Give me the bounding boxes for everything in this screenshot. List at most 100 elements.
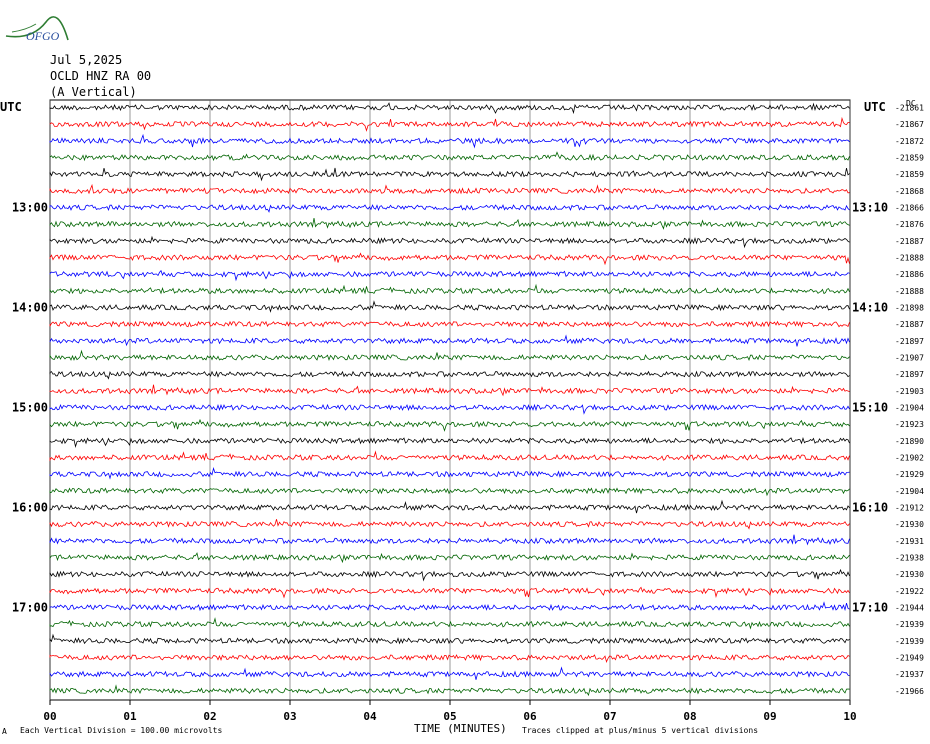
trace-5 xyxy=(49,167,850,182)
trace-12 xyxy=(49,283,850,295)
trace-35 xyxy=(49,666,850,680)
dc-offset-label: -21903 xyxy=(895,387,924,396)
dc-offset-label: -21904 xyxy=(895,487,924,496)
trace-17 xyxy=(49,370,850,380)
utc-right-label: UTC xyxy=(864,100,886,114)
trace-19 xyxy=(49,403,850,415)
dc-offset-label: -21897 xyxy=(895,337,924,346)
trace-24 xyxy=(49,487,850,497)
right-hour-label: 13:10 xyxy=(852,201,888,215)
station-code: OCLD HNZ RA 00 xyxy=(50,69,152,83)
component-label: (A Vertical) xyxy=(50,85,137,99)
trace-16 xyxy=(49,349,850,362)
x-tick-label: 01 xyxy=(123,710,137,723)
dc-offset-label: -21872 xyxy=(895,137,924,146)
trace-34 xyxy=(49,654,850,664)
trace-6 xyxy=(49,183,850,195)
trace-7 xyxy=(49,203,850,213)
x-tick-label: 00 xyxy=(43,710,56,723)
dc-offset-label: -21930 xyxy=(895,520,924,529)
right-hour-label: 16:10 xyxy=(852,501,888,515)
trace-31 xyxy=(49,601,850,612)
dc-offset-label: -21859 xyxy=(895,170,924,179)
trace-23 xyxy=(49,466,850,480)
dc-offset-label: -21966 xyxy=(895,687,924,696)
dc-offset-label: -21904 xyxy=(895,404,924,413)
dc-offset-label: -21939 xyxy=(895,620,924,629)
dc-offset-label: -21930 xyxy=(895,570,924,579)
trace-20 xyxy=(49,418,850,432)
left-hour-label: 13:00 xyxy=(12,201,48,215)
clip-note: Traces clipped at plus/minus 5 vertical … xyxy=(522,726,759,735)
trace-21 xyxy=(49,437,850,449)
right-hour-label: 14:10 xyxy=(852,301,888,315)
x-tick-label: 04 xyxy=(363,710,377,723)
x-tick-label: 03 xyxy=(283,710,296,723)
trace-3 xyxy=(49,133,850,149)
trace-26 xyxy=(49,519,850,530)
dc-offset-label: -21887 xyxy=(895,320,924,329)
trace-2 xyxy=(49,116,850,132)
x-tick-label: 10 xyxy=(843,710,856,723)
dc-offset-label: -21923 xyxy=(895,420,924,429)
dc-offset-label: -21861 xyxy=(895,104,924,113)
dc-offset-label: -21929 xyxy=(895,470,924,479)
x-tick-label: 05 xyxy=(443,710,456,723)
trace-36 xyxy=(49,684,850,697)
right-hour-label: 17:10 xyxy=(852,601,888,615)
dc-offset-label: -21859 xyxy=(895,154,924,163)
dc-offset-label: -21890 xyxy=(895,437,924,446)
trace-29 xyxy=(49,568,850,582)
utc-left-label: UTC xyxy=(0,100,22,114)
x-tick-label: 02 xyxy=(203,710,216,723)
trace-13 xyxy=(49,300,850,313)
scale-note: Each Vertical Division = 100.00 microvol… xyxy=(20,726,223,735)
trace-25 xyxy=(49,499,850,514)
dc-offset-label: -21949 xyxy=(895,654,924,663)
trace-11 xyxy=(49,269,850,282)
trace-32 xyxy=(49,617,850,630)
left-hour-label: 16:00 xyxy=(12,501,48,515)
dc-offset-label: -21912 xyxy=(895,504,924,513)
trace-15 xyxy=(49,334,850,347)
trace-28 xyxy=(49,552,850,564)
ofgo-logo: OFGO xyxy=(5,16,69,43)
dc-offset-label: -21898 xyxy=(895,304,924,313)
dc-offset-label: -21922 xyxy=(895,587,924,596)
dc-offset-label: -21868 xyxy=(895,187,924,196)
trace-4 xyxy=(49,151,850,162)
x-tick-label: 09 xyxy=(763,710,776,723)
dc-offset-label: -21887 xyxy=(895,237,924,246)
right-hour-label: 15:10 xyxy=(852,401,888,415)
trace-10 xyxy=(49,252,850,266)
trace-8 xyxy=(49,218,850,230)
left-hour-label: 15:00 xyxy=(12,401,48,415)
x-tick-label: 08 xyxy=(683,710,696,723)
dc-offset-label: -21886 xyxy=(895,270,924,279)
left-hour-label: 17:00 xyxy=(12,601,48,615)
trace-1 xyxy=(49,102,850,115)
dc-offset-label: -21931 xyxy=(895,537,924,546)
trace-14 xyxy=(49,320,850,328)
trace-18 xyxy=(49,384,850,397)
x-tick-label: 07 xyxy=(603,710,616,723)
trace-27 xyxy=(49,534,850,546)
dc-offset-label: -21937 xyxy=(895,670,924,679)
logo-text: OFGO xyxy=(26,29,60,43)
dc-offset-label: -21939 xyxy=(895,637,924,646)
dc-offset-label: -21888 xyxy=(895,254,924,263)
dc-offset-label: -21944 xyxy=(895,604,924,613)
x-axis-title: TIME (MINUTES) xyxy=(414,722,507,735)
dc-offset-label: -21907 xyxy=(895,354,924,363)
trace-9 xyxy=(49,235,850,249)
dc-offset-label: -21897 xyxy=(895,370,924,379)
trace-30 xyxy=(49,586,850,599)
dc-offset-label: -21938 xyxy=(895,554,924,563)
trace-22 xyxy=(49,450,850,462)
trace-33 xyxy=(49,633,850,645)
plot-date: Jul 5,2025 xyxy=(50,53,123,67)
corner-mark: A xyxy=(2,727,7,736)
dc-offset-label: -21902 xyxy=(895,454,924,463)
dc-offset-label: -21888 xyxy=(895,287,924,296)
dc-offset-label: -21866 xyxy=(895,204,924,213)
